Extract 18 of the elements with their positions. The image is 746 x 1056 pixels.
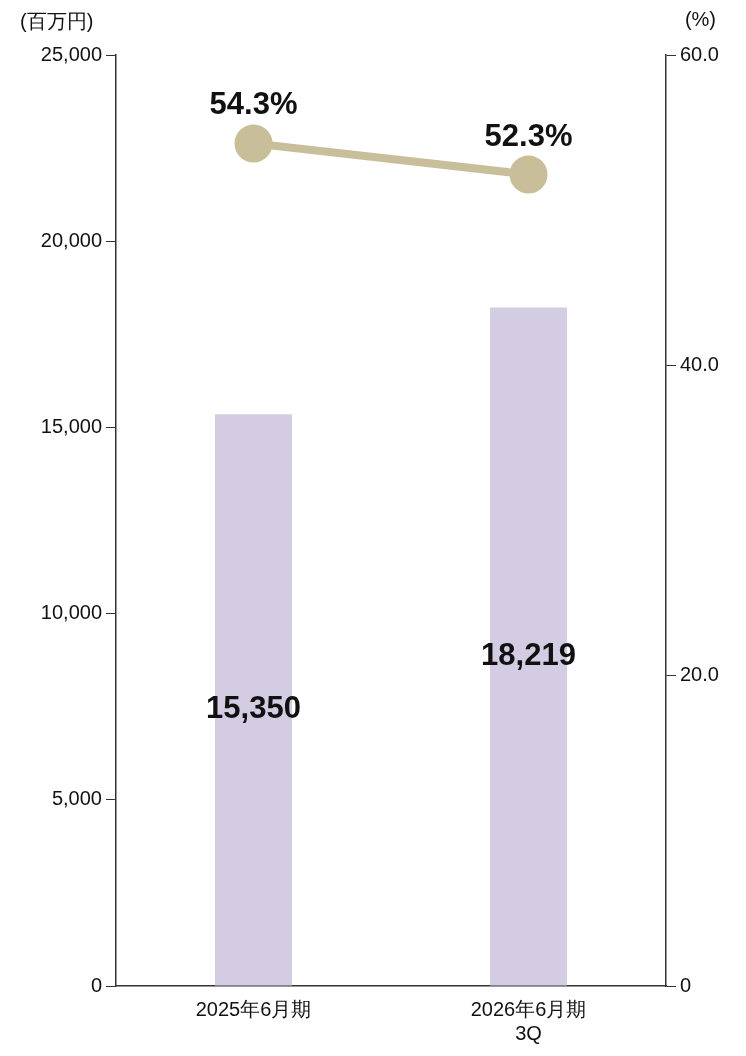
y-tick-label: 20,000 (40, 228, 102, 251)
data-label: 54.3% (209, 86, 298, 122)
data-label: 52.3% (484, 117, 573, 153)
y2-axis-title: (%) (684, 8, 716, 31)
data-label: 15,350 (206, 690, 301, 726)
y2-tick-label: 60.0 (680, 42, 719, 65)
y-tick-label: 5,000 (51, 787, 102, 810)
y-tick-label: 15,000 (40, 414, 102, 437)
y-tick-label: 10,000 (40, 601, 102, 624)
y2-tick-label: 0 (680, 973, 692, 996)
y2-tick-label: 40.0 (680, 352, 719, 375)
y-tick-label: 0 (90, 973, 102, 996)
y-tick-label: 25,000 (40, 42, 102, 65)
y-axis-title: (百万円) (20, 9, 94, 34)
x-tick-label: 2026年6月期 3Q (470, 997, 587, 1044)
y2-tick-label: 20.0 (680, 663, 719, 686)
x-tick-label: 2025年6月期 (195, 997, 312, 1020)
data-label: 18,219 (481, 637, 576, 673)
